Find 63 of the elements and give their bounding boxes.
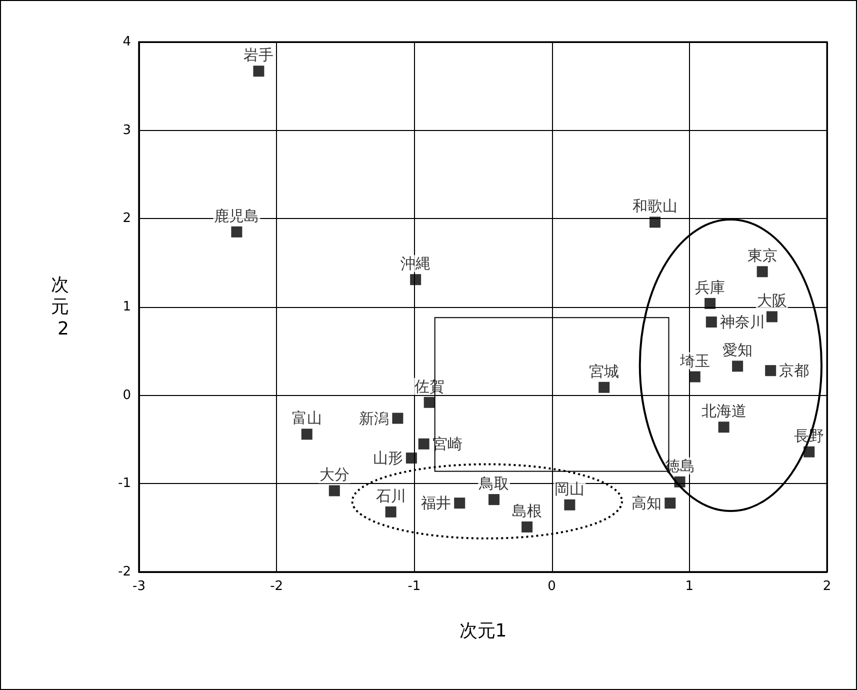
x-tick-label: -2 <box>270 579 284 594</box>
series-label: 宮城 <box>589 362 620 380</box>
point <box>704 298 716 309</box>
y-tick-label: 2 <box>122 211 131 226</box>
point <box>706 316 717 328</box>
point <box>406 452 417 464</box>
point <box>766 311 778 322</box>
series-label: 鳥取 <box>478 474 510 493</box>
point <box>328 485 340 496</box>
y-tick-label: 0 <box>122 388 131 403</box>
series-label: 石川 <box>376 486 406 505</box>
series-label: 神奈川 <box>720 313 765 332</box>
series-label: 東京 <box>747 246 778 265</box>
series-label: 岡山 <box>554 480 585 498</box>
point <box>650 216 660 228</box>
point <box>392 412 404 424</box>
series-label: 沖縄 <box>400 254 431 273</box>
point <box>454 498 466 509</box>
point <box>756 266 768 278</box>
series-label: 島根 <box>512 502 542 520</box>
x-tick-label: 0 <box>548 579 556 594</box>
point <box>765 365 776 376</box>
point <box>424 396 435 408</box>
point <box>564 499 576 510</box>
y-tick-label: 3 <box>122 122 131 138</box>
point <box>689 371 700 382</box>
y-tick-label: -2 <box>118 564 131 580</box>
point <box>718 422 730 433</box>
series-label: 兵庫 <box>695 278 726 296</box>
series-label: 山形 <box>372 449 403 468</box>
point <box>598 382 610 393</box>
x-tick-label: 1 <box>685 579 694 594</box>
series-label: 埼玉 <box>678 352 710 370</box>
y-tick-label: 1 <box>122 300 131 314</box>
series-label: 愛知 <box>722 341 753 360</box>
series-label: 福井 <box>421 494 452 512</box>
point <box>301 428 312 440</box>
point <box>732 360 744 372</box>
series-label: 新潟 <box>359 409 390 428</box>
point <box>488 494 500 506</box>
series-label: 北海道 <box>701 402 746 420</box>
series-label: 鹿児島 <box>214 206 260 225</box>
series-label: 大分 <box>319 466 350 484</box>
y-tick-label: 4 <box>122 34 131 50</box>
point <box>664 498 676 509</box>
y-tick-label: -1 <box>118 476 131 492</box>
point <box>253 66 264 77</box>
point <box>231 226 242 238</box>
series-label: 和歌山 <box>632 197 678 216</box>
x-tick-label: 2 <box>822 579 832 594</box>
series-label: 岩手 <box>244 46 274 64</box>
x-axis-title: 次元1 <box>459 620 507 642</box>
point <box>522 521 533 532</box>
series-label: 大阪 <box>756 292 787 310</box>
x-tick-label: -3 <box>132 579 146 594</box>
point <box>385 506 396 518</box>
point <box>410 274 422 286</box>
point <box>418 438 430 450</box>
y-axis-title: 次元2 <box>51 274 69 340</box>
x-tick-label: -1 <box>408 579 421 594</box>
series-label: 富山 <box>292 409 322 428</box>
series-label: 京都 <box>779 362 810 380</box>
series-label: 高知 <box>632 494 662 512</box>
